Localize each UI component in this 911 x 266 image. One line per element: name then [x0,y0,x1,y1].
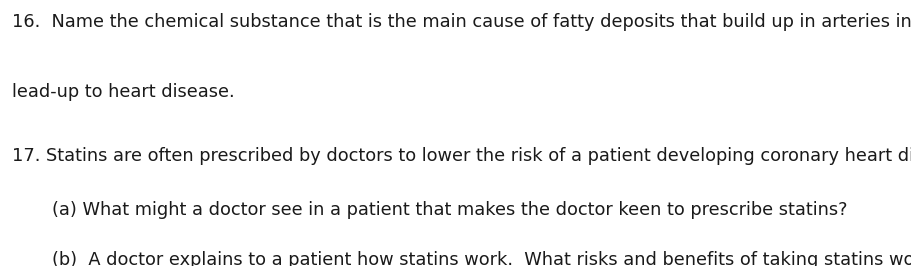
Text: 16.  Name the chemical substance that is the main cause of fatty deposits that b: 16. Name the chemical substance that is … [12,13,911,31]
Text: lead-up to heart disease.: lead-up to heart disease. [12,83,234,101]
Text: (a) What might a doctor see in a patient that makes the doctor keen to prescribe: (a) What might a doctor see in a patient… [52,201,847,219]
Text: (b)  A doctor explains to a patient how statins work.  What risks and benefits o: (b) A doctor explains to a patient how s… [52,251,911,266]
Text: 17. Statins are often prescribed by doctors to lower the risk of a patient devel: 17. Statins are often prescribed by doct… [12,147,911,165]
